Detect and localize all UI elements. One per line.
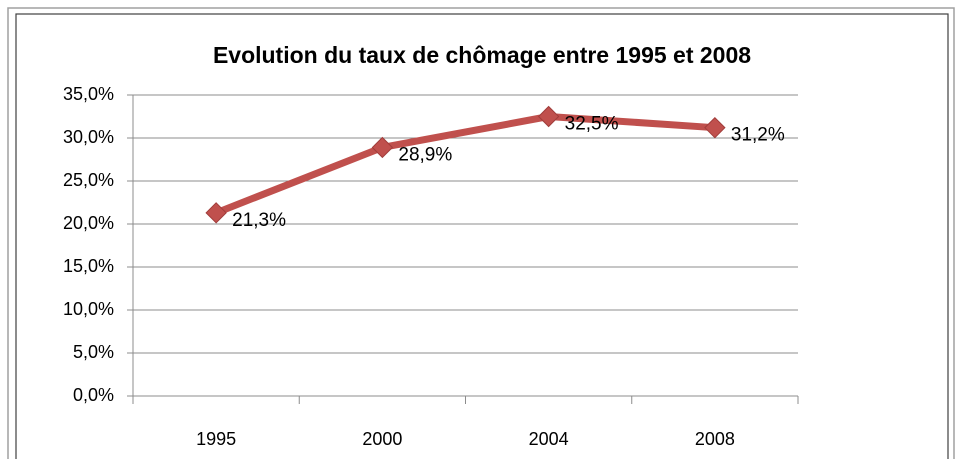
series-line: [212, 113, 719, 217]
point-marker: [537, 105, 560, 128]
y-tick-label: 5,0%: [73, 342, 114, 362]
x-tick-label: 2000: [362, 429, 402, 449]
x-tick-label: 1995: [196, 429, 236, 449]
y-tick-label: 10,0%: [63, 299, 114, 319]
y-tick-label: 25,0%: [63, 170, 114, 190]
data-label: 32,5%: [565, 114, 619, 135]
y-tick-label: 20,0%: [63, 213, 114, 233]
point-marker: [371, 136, 394, 159]
data-label: 28,9%: [398, 144, 452, 165]
x-tick-label: 2004: [529, 429, 569, 449]
chart-frame: [15, 13, 949, 459]
outer-frame: [7, 7, 955, 459]
data-label: 21,3%: [232, 210, 286, 231]
y-tick-label: 0,0%: [73, 385, 114, 405]
point-marker: [704, 116, 726, 139]
point-marker: [205, 202, 227, 224]
data-label: 31,2%: [731, 125, 785, 146]
x-tick-label: 2008: [695, 429, 735, 449]
y-tick-label: 30,0%: [63, 127, 114, 147]
chart-title: Evolution du taux de chômage entre 1995 …: [213, 42, 751, 68]
y-tick-label: 15,0%: [63, 256, 114, 276]
y-tick-label: 35,0%: [63, 84, 114, 104]
